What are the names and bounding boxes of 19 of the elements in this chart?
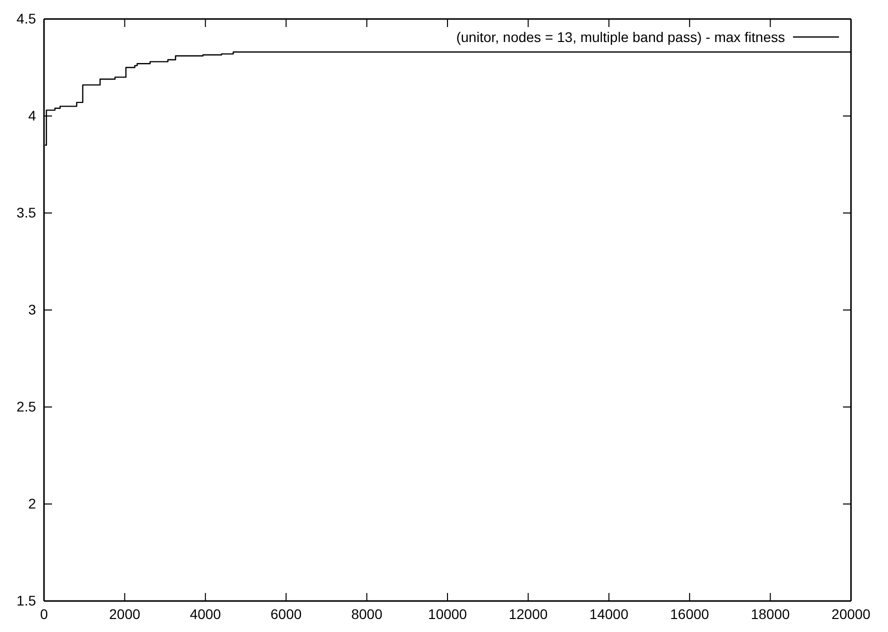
y-tick-label: 2 <box>28 495 36 512</box>
x-tick-label: 16000 <box>670 606 710 622</box>
x-tick-label: 6000 <box>270 606 302 622</box>
y-tick-label: 3 <box>28 301 36 318</box>
y-tick-label: 3.5 <box>16 204 36 220</box>
x-tick-label: 18000 <box>750 606 790 622</box>
x-tick-label: 20000 <box>832 606 871 622</box>
y-tick-label: 4.5 <box>16 10 36 26</box>
x-tick-label: 8000 <box>351 606 383 622</box>
y-tick-label: 2.5 <box>16 398 36 414</box>
x-tick-label: 4000 <box>190 606 222 622</box>
x-tick-label: 12000 <box>508 606 548 622</box>
x-tick-label: 14000 <box>589 606 629 622</box>
y-tick-label: 4 <box>28 107 36 124</box>
x-tick-label: 10000 <box>428 606 468 622</box>
x-tick-label: 2000 <box>109 606 140 622</box>
legend-label: (unitor, nodes = 13, multiple band pass) - max fitness <box>456 28 785 45</box>
x-tick-label: 0 <box>40 606 48 622</box>
y-tick-label: 1.5 <box>16 592 36 608</box>
